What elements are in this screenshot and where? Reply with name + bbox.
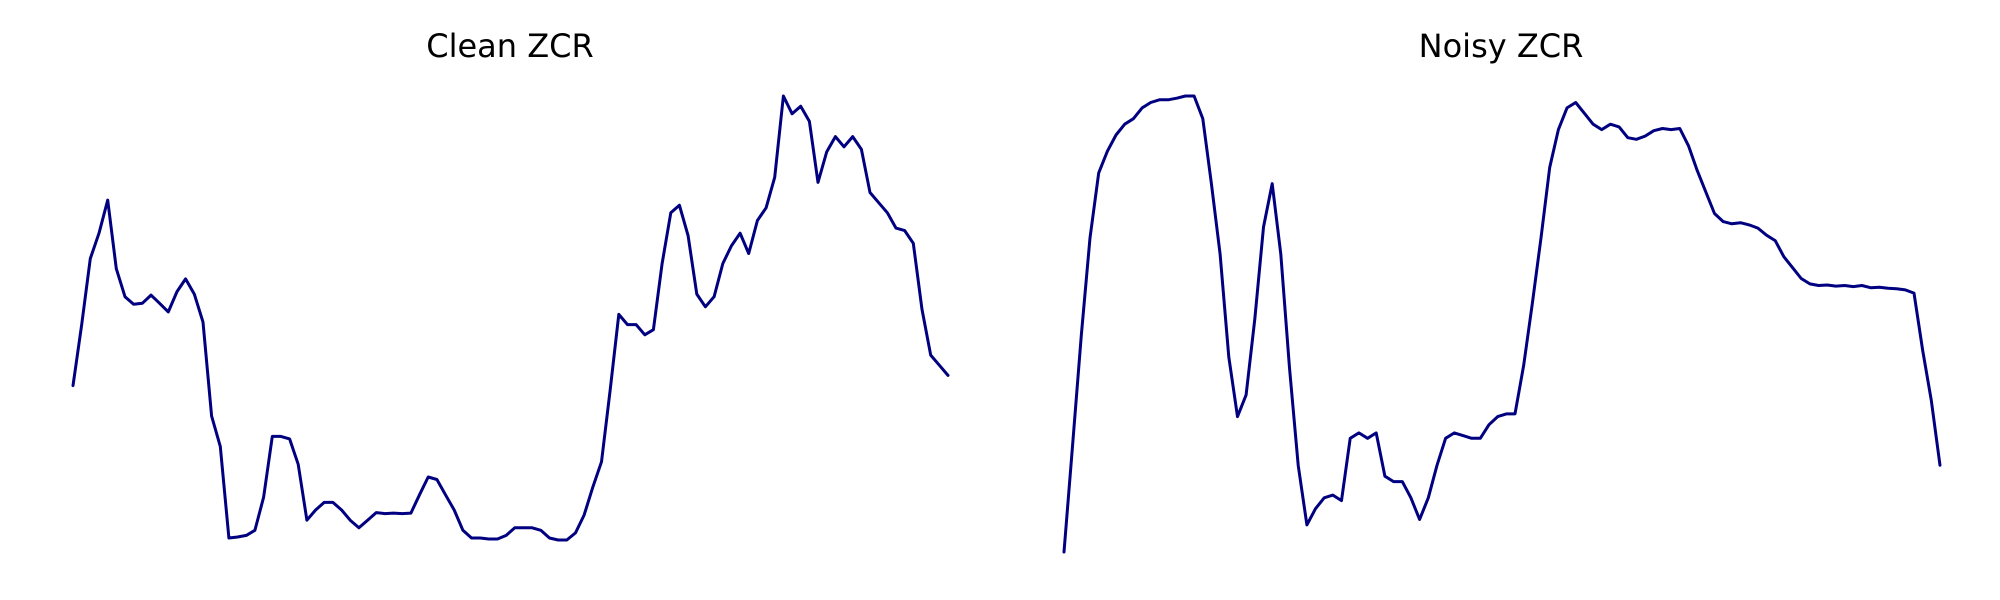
- noisy-zcr-title: Noisy ZCR: [1419, 27, 1584, 65]
- noisy-zcr-line: [1062, 94, 1942, 554]
- clean-zcr-panel: Clean ZCR: [71, 27, 950, 542]
- noisy-zcr-panel: Noisy ZCR: [1062, 27, 1942, 554]
- clean-zcr-line: [71, 94, 950, 542]
- clean-zcr-title: Clean ZCR: [426, 27, 593, 65]
